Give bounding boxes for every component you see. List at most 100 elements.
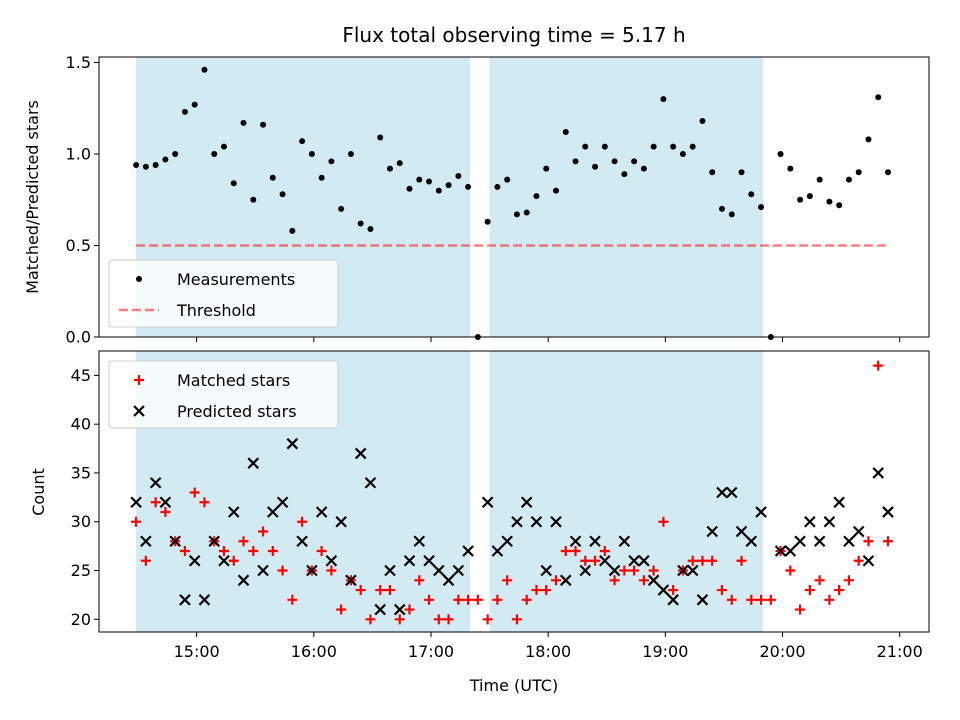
- measurement-point-58: [689, 143, 696, 150]
- matched-stars-point-20: [316, 546, 327, 557]
- top-y-tick-label-1: 0.0: [66, 328, 91, 347]
- measurement-point-61: [718, 205, 725, 212]
- predicted-stars-point-66: [784, 545, 797, 557]
- matched-stars-point-34: [453, 594, 464, 605]
- predicted-stars-point-8: [198, 594, 211, 606]
- matched-stars-point-55: [658, 516, 669, 527]
- measurement-point-34: [455, 172, 462, 179]
- measurement-point-7: [191, 101, 198, 108]
- bottom-legend: Matched stars Predicted stars: [108, 360, 339, 429]
- predicted-stars-point-73: [852, 525, 865, 538]
- measurement-point-13: [250, 196, 257, 203]
- matched-stars-point-40: [511, 614, 522, 625]
- measurement-point-27: [386, 165, 393, 172]
- measurement-point-64: [748, 191, 755, 198]
- matched-stars-point-29: [404, 604, 415, 615]
- predicted-stars-point-43: [550, 515, 562, 528]
- predicted-stars-point-63: [745, 535, 758, 548]
- measurement-point-33: [445, 182, 452, 189]
- measurement-point-50: [611, 158, 618, 165]
- measurement-point-78: [884, 169, 891, 176]
- matched-stars-point-53: [638, 575, 649, 586]
- measurement-point-31: [426, 178, 433, 185]
- measurement-point-17: [289, 227, 296, 234]
- top-y-axis-label: Matched/Predicted stars: [23, 100, 42, 294]
- predicted-stars-point-29: [403, 554, 416, 567]
- predicted-stars-point-60: [716, 486, 728, 499]
- bottom-y-tick-label-1: 20: [71, 610, 91, 629]
- predicted-stars-point-50: [618, 535, 631, 548]
- matched-stars-point-26: [375, 585, 386, 596]
- matched-stars-point-62: [726, 594, 737, 605]
- x-tick-label-2: 16:00: [291, 642, 337, 661]
- bottom-axes-frame: [98, 350, 930, 633]
- measurement-point-12: [240, 119, 247, 126]
- predicted-stars-point-69: [813, 535, 826, 548]
- measurement-point-22: [338, 205, 345, 212]
- matched-stars-point-73: [834, 585, 845, 596]
- predicted-stars-point-2: [140, 535, 152, 548]
- matched-stars-point-13: [248, 546, 259, 557]
- matched-stars-point-52: [629, 565, 640, 576]
- predicted-stars-point-44: [559, 574, 572, 587]
- measurement-point-62: [728, 211, 735, 218]
- measurement-point-43: [543, 165, 550, 172]
- measurement-point-56: [670, 143, 677, 150]
- predicted-stars-point-42: [540, 564, 553, 577]
- matched-stars-point-43: [541, 585, 552, 596]
- legend-measurements-marker: [136, 276, 142, 282]
- predicted-stars-point-5: [169, 535, 181, 548]
- predicted-stars-point-36: [481, 496, 494, 509]
- predicted-stars-point-28: [393, 603, 406, 616]
- matched-stars-point-24: [355, 585, 366, 596]
- measurement-point-76: [865, 136, 872, 143]
- top-y-tick-label-3: 1.0: [66, 144, 91, 163]
- matched-stars-point-22: [336, 604, 347, 615]
- matched-stars-point-42: [531, 585, 542, 596]
- matched-stars-point-31: [424, 594, 435, 605]
- matched-stars-point-61: [716, 585, 727, 596]
- predicted-stars-point-40: [520, 496, 533, 509]
- bottom-y-axis-label: Count: [29, 468, 48, 516]
- matched-stars-point-65: [756, 594, 767, 605]
- matched-stars-point-17: [287, 594, 298, 605]
- matched-stars-point-48: [590, 555, 601, 566]
- top-legend-label-2: Threshold: [176, 301, 256, 320]
- top-observing-span-2: [489, 57, 763, 337]
- matched-stars-point-71: [814, 575, 825, 586]
- measurement-point-55: [660, 96, 667, 103]
- matched-stars-point-54: [648, 565, 659, 576]
- predicted-stars-point-54: [657, 584, 670, 596]
- measurement-point-3: [152, 161, 159, 168]
- matched-stars-point-47: [580, 555, 591, 566]
- predicted-stars-point-37: [491, 545, 504, 557]
- predicted-stars-point-19: [306, 564, 318, 577]
- x-tick-label-1: 15:00: [174, 642, 220, 661]
- measurement-point-46: [572, 158, 579, 165]
- measurement-point-59: [699, 118, 706, 125]
- predicted-stars-point-59: [706, 525, 719, 538]
- measurement-point-52: [631, 158, 638, 165]
- measurement-point-5: [172, 150, 179, 157]
- predicted-stars-point-57: [686, 564, 699, 577]
- matched-stars-point-32: [433, 614, 444, 625]
- bottom-y-tick-label-4: 35: [71, 463, 91, 482]
- measurement-point-26: [377, 134, 384, 141]
- measurement-point-15: [269, 174, 276, 181]
- matched-stars-point-1: [131, 516, 142, 527]
- predicted-stars-point-67: [794, 535, 806, 548]
- legend-predicted-stars-marker: [133, 405, 145, 417]
- predicted-stars-point-15: [267, 506, 279, 518]
- measurement-point-47: [582, 143, 589, 150]
- predicted-stars-point-13: [247, 457, 260, 469]
- matched-stars-point-72: [824, 594, 835, 605]
- measurement-point-24: [357, 220, 364, 227]
- predicted-stars-point-20: [315, 506, 328, 518]
- predicted-stars-point-62: [735, 525, 748, 538]
- x-tick-label-7: 21:00: [877, 642, 923, 661]
- top-legend-box: [108, 259, 339, 328]
- predicted-stars-point-21: [325, 554, 338, 567]
- matched-stars-point-18: [297, 516, 308, 527]
- matched-stars-point-44: [550, 575, 561, 586]
- matched-stars-point-3: [150, 497, 161, 508]
